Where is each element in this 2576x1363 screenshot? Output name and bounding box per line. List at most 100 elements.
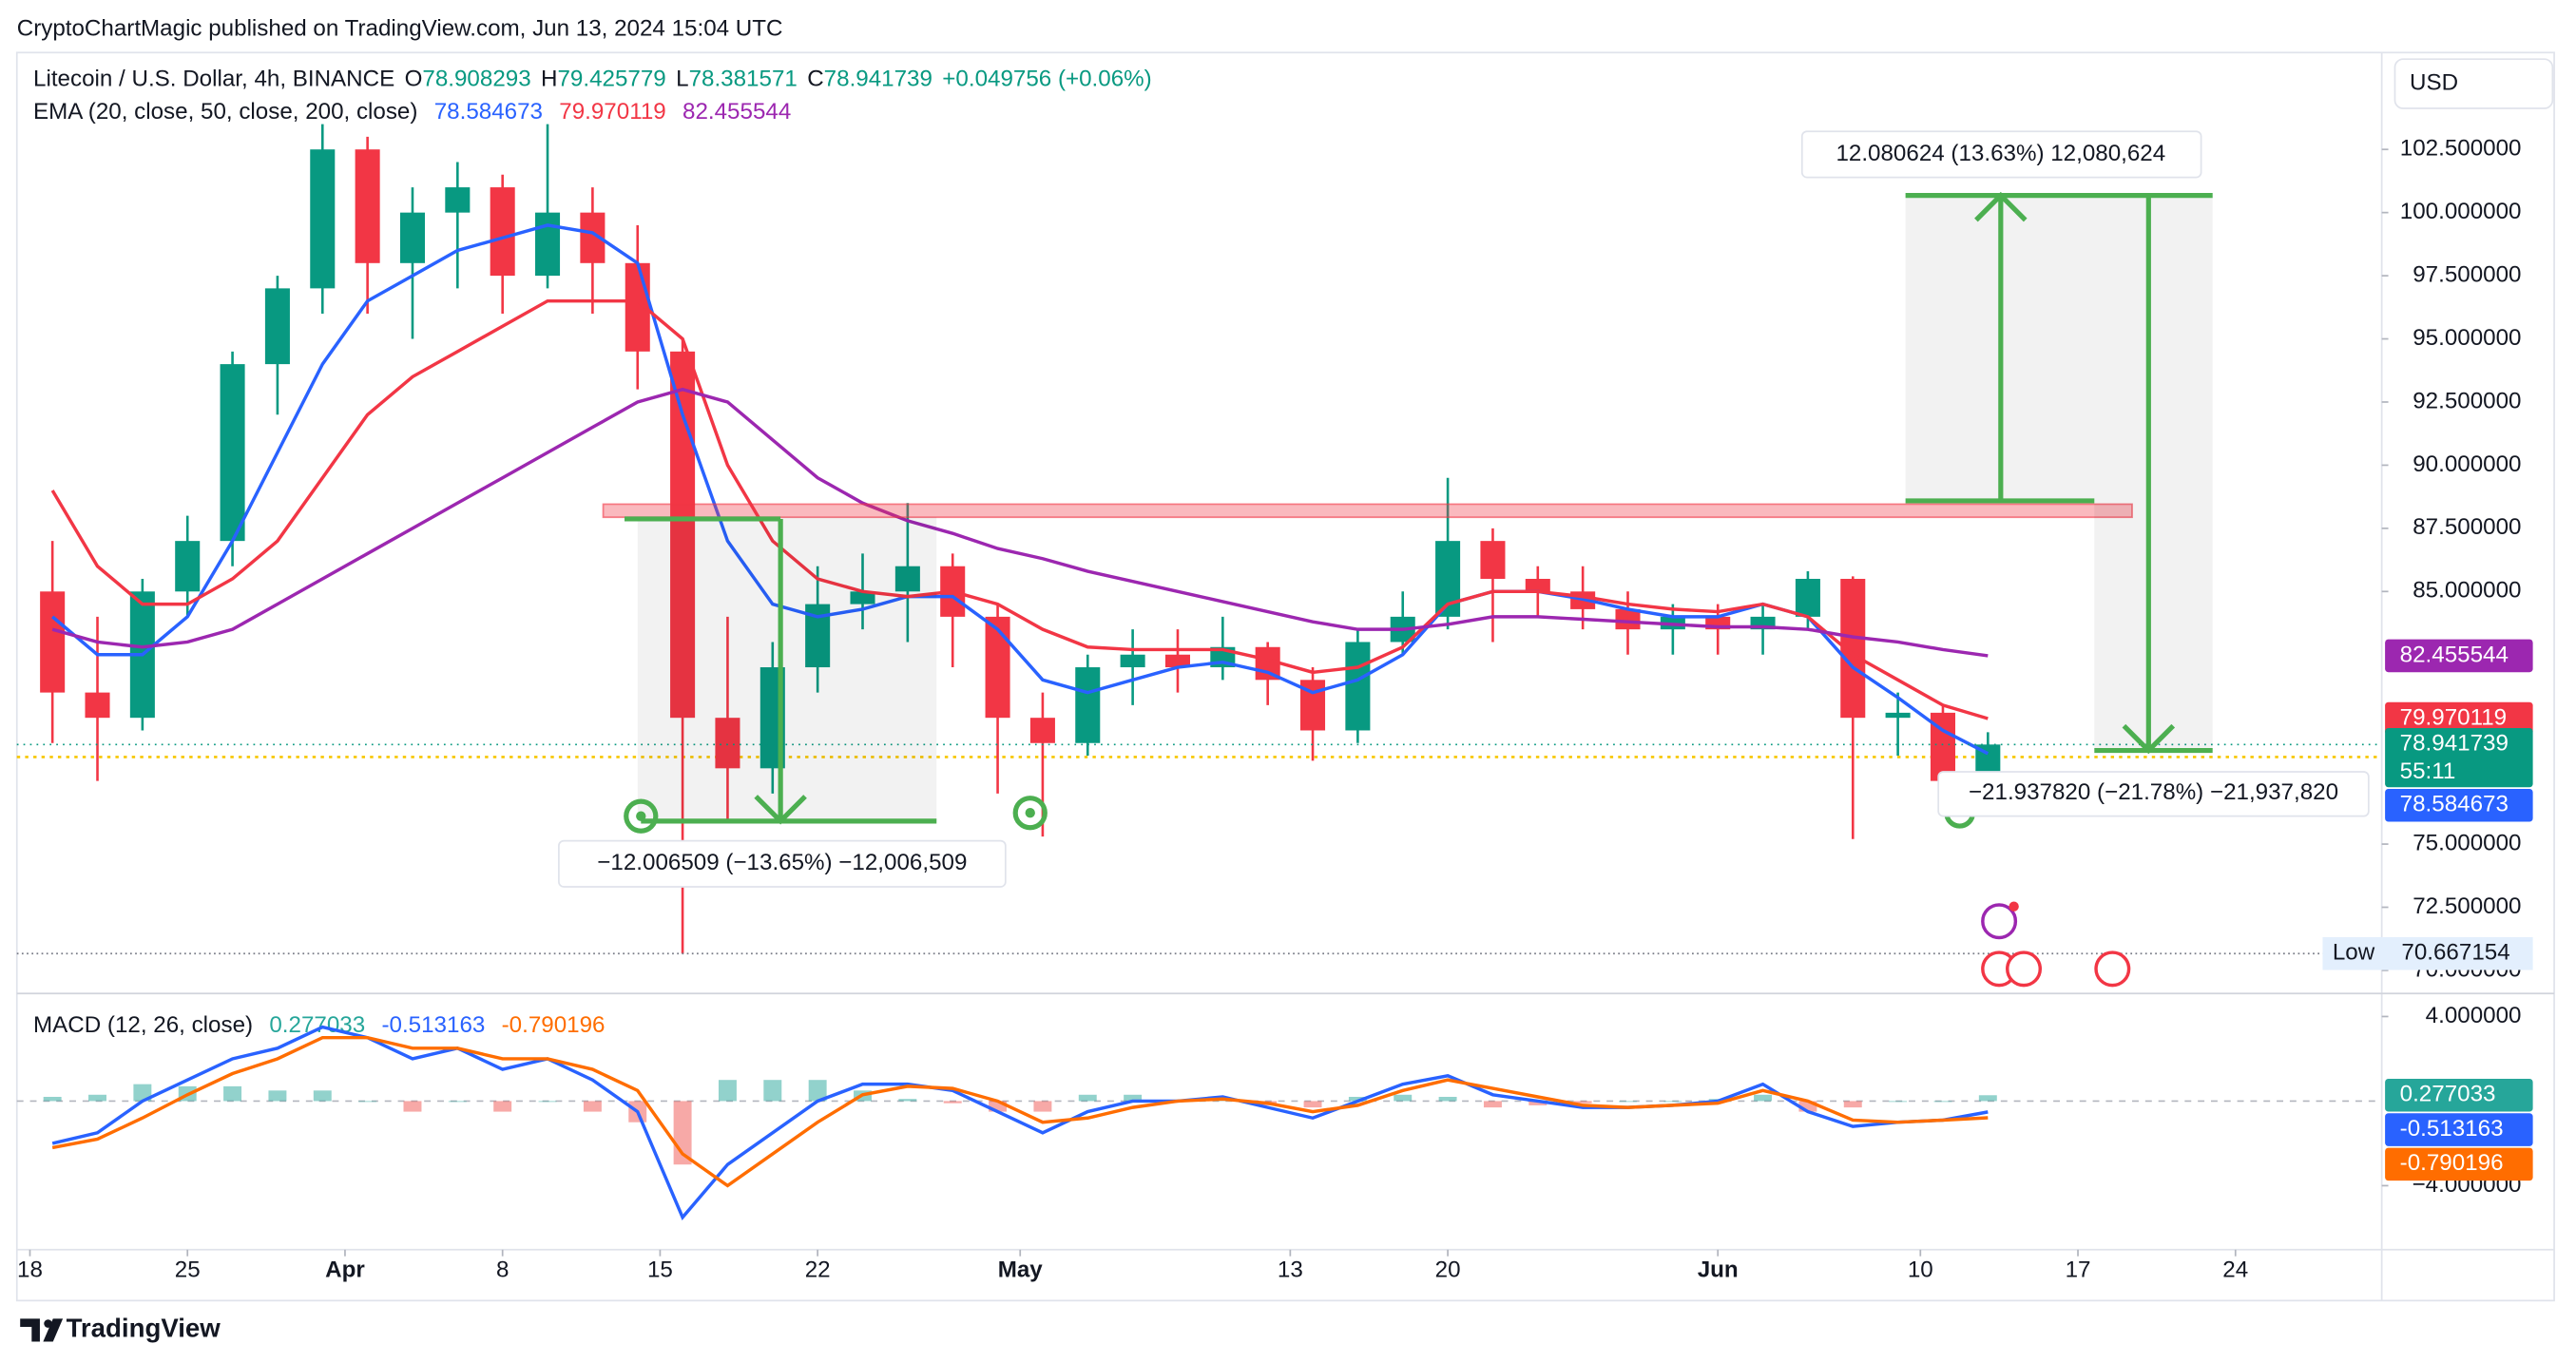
x-tick-label: Jun (1698, 1257, 1739, 1283)
price-label-box (2385, 1079, 2533, 1112)
ohlc-key: H (541, 67, 557, 92)
series-line (51, 223, 1990, 756)
ohlc-key: L (676, 67, 688, 92)
price-label-box (2385, 1147, 2533, 1181)
candle-body (1885, 712, 1911, 719)
measure-label-box (1800, 130, 2202, 179)
legend-value: 79.970119 (559, 100, 665, 125)
y-tick-label: 102.500000 (2400, 136, 2522, 162)
candle-body (264, 288, 290, 365)
histogram-bar (133, 1084, 152, 1102)
event-flag[interactable] (2094, 950, 2131, 988)
histogram-bar (1978, 1095, 1997, 1102)
low-value: 70.667154 (2401, 940, 2509, 966)
series-line (51, 387, 1989, 658)
symbol: Litecoin / U.S. Dollar, 4h, BINANCE (33, 67, 394, 92)
measure-lines (624, 191, 2213, 834)
y-tick-label: 90.000000 (2413, 451, 2521, 477)
y-tick-label: 100.000000 (2400, 199, 2522, 224)
histogram-bar (493, 1101, 512, 1112)
price-label-box (2385, 701, 2533, 736)
countdown: 55:11 (2400, 758, 2456, 784)
histogram-bar (358, 1101, 377, 1103)
histogram-bar (223, 1085, 242, 1102)
histogram-bar (1394, 1094, 1413, 1102)
histogram-bar (1303, 1101, 1322, 1108)
ohlc-value: 78.908293 (422, 67, 530, 92)
histogram-bar (88, 1094, 106, 1102)
histogram-bar (1889, 1101, 1908, 1103)
legend-value: 78.584673 (434, 100, 543, 125)
series-line (51, 1035, 1989, 1188)
histogram-bar (763, 1080, 782, 1102)
publish-line: CryptoChartMagic published on TradingVie… (17, 15, 783, 41)
y-tick-label: 95.000000 (2413, 325, 2521, 351)
currency-button[interactable] (2393, 58, 2554, 109)
candle-body (85, 692, 110, 719)
candle-body (894, 566, 920, 592)
price-label: -0.790196 (2400, 1150, 2504, 1176)
x-tick-label: 17 (2066, 1257, 2091, 1283)
histogram-bar (898, 1099, 917, 1102)
histogram-bar (943, 1101, 962, 1104)
candle-body (445, 187, 471, 213)
x-tick-label: May (998, 1257, 1044, 1283)
low-label: Low (2333, 940, 2375, 966)
candle-body (1615, 608, 1641, 630)
candle-body (1164, 654, 1190, 668)
marker (1025, 808, 1035, 818)
candle-body (985, 616, 1010, 719)
ohlc-value: 78.941739 (824, 67, 932, 92)
histogram-bar (1348, 1096, 1367, 1102)
histogram-bar (1798, 1101, 1817, 1112)
histogram-bar (808, 1080, 827, 1102)
currency[interactable]: USD (2410, 70, 2458, 96)
footer-brand: TradingView (67, 1314, 221, 1343)
price-label: 78.584673 (2400, 792, 2509, 817)
candle-body (399, 212, 426, 263)
candle-body (1345, 642, 1371, 731)
measure-label: 12.080624 (13.63%) 12,080,624 (1836, 141, 2165, 166)
price-label: 82.455544 (2400, 642, 2509, 667)
price-label-box (2385, 788, 2533, 822)
price-label: -0.513163 (2400, 1116, 2504, 1142)
histogram-bar (583, 1101, 602, 1112)
candle-body (1029, 718, 1055, 743)
histogram-bar (1124, 1094, 1143, 1102)
candle-body (175, 541, 201, 592)
measure-label: −12.006509 (−13.65%) −12,006,509 (597, 850, 967, 875)
ohlc-value: 78.381571 (689, 67, 798, 92)
histogram-bar (718, 1080, 737, 1102)
drawings: 12.080624 (13.63%) 12,080,624 −12.006509… (558, 130, 2370, 988)
y-tick-label: 85.000000 (2413, 578, 2521, 604)
candle-body (490, 187, 515, 277)
y-tick-label: 97.500000 (2413, 261, 2521, 287)
frame (15, 51, 2555, 1302)
histogram-bar (989, 1101, 1008, 1112)
ohlc-value: 79.425779 (557, 67, 665, 92)
price-label-box (2385, 728, 2533, 788)
x-tick-label: 24 (2222, 1257, 2248, 1283)
y-tick-label: 72.500000 (2413, 893, 2521, 919)
candle-body (1120, 654, 1145, 668)
ohlc-key: O (405, 67, 423, 92)
event-icon[interactable] (1981, 903, 2018, 940)
histogram-bar (1078, 1094, 1097, 1102)
histogram-bar (1033, 1101, 1052, 1112)
candle-body (1480, 541, 1506, 580)
change: +0.049756 (+0.06%) (942, 67, 1151, 92)
candle-body (850, 591, 875, 605)
measure-box (637, 517, 937, 821)
legend-value: -0.790196 (502, 1012, 606, 1038)
legend-value: -0.513163 (381, 1012, 485, 1038)
measure-label-box (558, 839, 1007, 888)
histogram-bar (1528, 1101, 1548, 1105)
candle-body (1525, 579, 1550, 592)
candle-body (40, 591, 66, 693)
candle-body (220, 364, 245, 542)
x-tick-label: 8 (496, 1257, 509, 1283)
candle-body (310, 149, 336, 289)
y-tick-label: 87.500000 (2413, 514, 2521, 540)
event-flag[interactable] (2006, 950, 2043, 988)
